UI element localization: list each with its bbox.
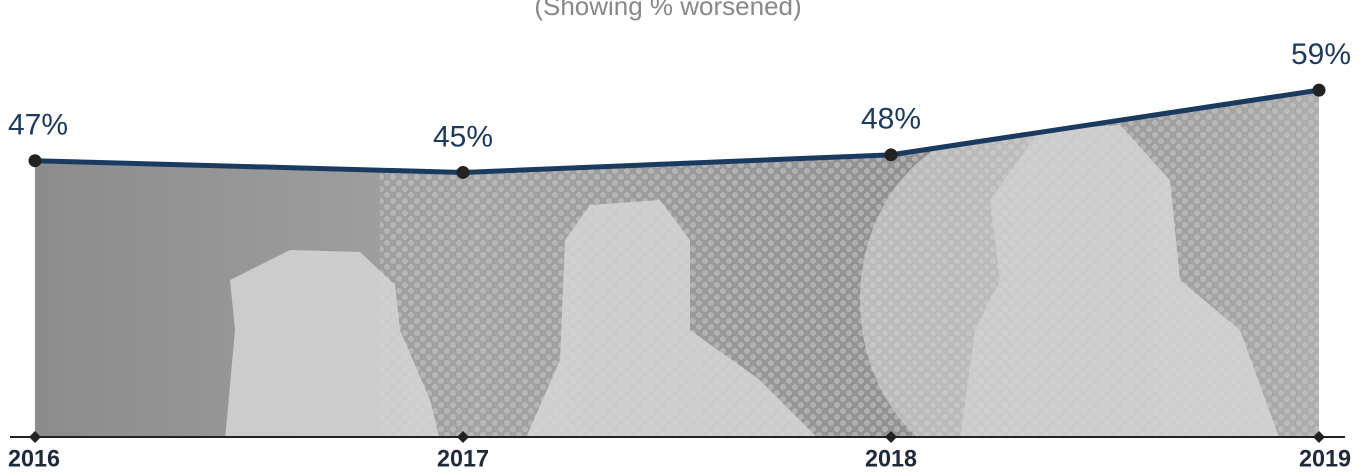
point (884, 148, 898, 162)
value-label: 47% (8, 109, 68, 142)
x-tick-label: 2019 (1299, 445, 1351, 472)
x-tick (29, 431, 41, 443)
point (28, 154, 42, 168)
chart-subtitle: (Showing % worsened) (534, 0, 801, 21)
x-tick-label: 2016 (8, 445, 60, 472)
value-label: 59% (1291, 38, 1351, 71)
value-label: 45% (433, 120, 493, 153)
line (34, 87, 1320, 175)
x-tick-label: 2017 (437, 445, 489, 472)
x-tick (885, 431, 897, 443)
point (456, 165, 470, 179)
x-tick (1313, 431, 1325, 443)
point (1312, 83, 1326, 97)
x-tick-label: 2018 (865, 445, 917, 472)
x-tick (457, 431, 469, 443)
value-label: 48% (861, 103, 921, 136)
